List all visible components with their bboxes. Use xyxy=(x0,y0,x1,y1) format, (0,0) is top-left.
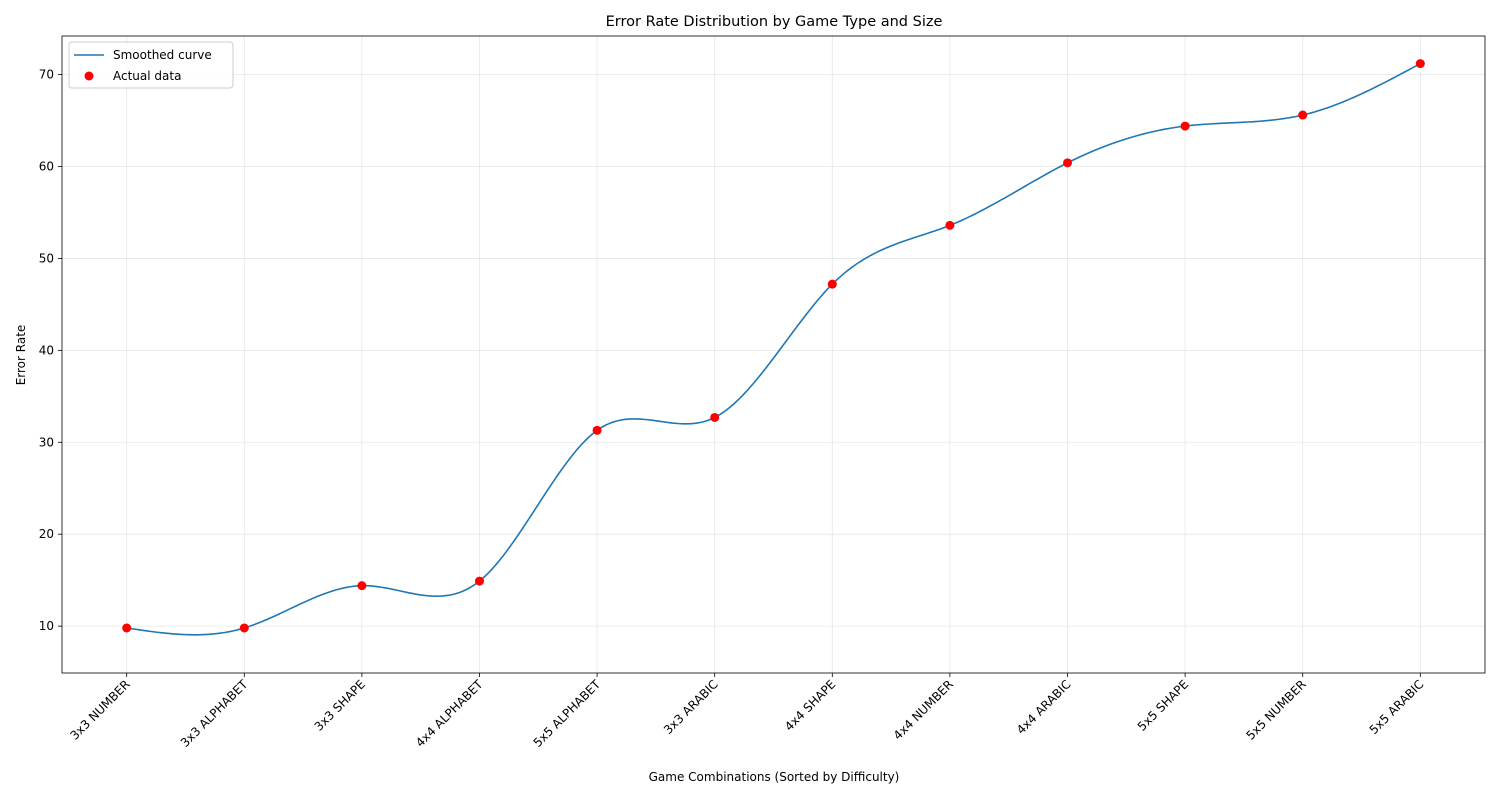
data-point xyxy=(1063,158,1073,168)
data-point xyxy=(1180,121,1190,131)
y-tick-label: 40 xyxy=(39,343,54,357)
grid xyxy=(62,36,1485,673)
plot-frame xyxy=(61,35,1486,674)
smoothed-curve-layer xyxy=(126,62,1421,636)
y-tick-label: 50 xyxy=(39,251,54,265)
y-tick-label: 10 xyxy=(39,619,54,633)
data-point xyxy=(945,220,955,230)
y-tick-label: 70 xyxy=(39,68,54,82)
legend-point-swatch xyxy=(84,71,94,81)
legend-label-actual-data: Actual data xyxy=(113,69,181,83)
chart-title: Error Rate Distribution by Game Type and… xyxy=(606,14,943,30)
x-axis-label: Game Combinations (Sorted by Difficulty) xyxy=(649,770,900,784)
legend: Smoothed curve Actual data xyxy=(68,41,234,89)
legend-box xyxy=(68,41,234,89)
smoothed-curve-line xyxy=(126,62,1421,636)
y-tick-label: 60 xyxy=(39,160,54,174)
y-tick-label: 20 xyxy=(39,527,54,541)
data-point xyxy=(122,623,132,633)
data-point xyxy=(710,412,720,422)
data-point xyxy=(1298,110,1308,120)
data-point xyxy=(239,623,249,633)
legend-label-smoothed-curve: Smoothed curve xyxy=(113,48,212,62)
data-point xyxy=(827,279,837,289)
y-axis-label: Error Rate xyxy=(14,325,28,386)
data-point xyxy=(474,576,484,586)
y-axis-ticks: 10 20 30 40 50 60 70 xyxy=(39,68,62,633)
y-tick-label: 30 xyxy=(39,435,54,449)
data-point xyxy=(592,425,602,435)
actual-data-points xyxy=(122,59,1425,633)
data-point xyxy=(357,581,367,591)
data-point xyxy=(1415,59,1425,69)
